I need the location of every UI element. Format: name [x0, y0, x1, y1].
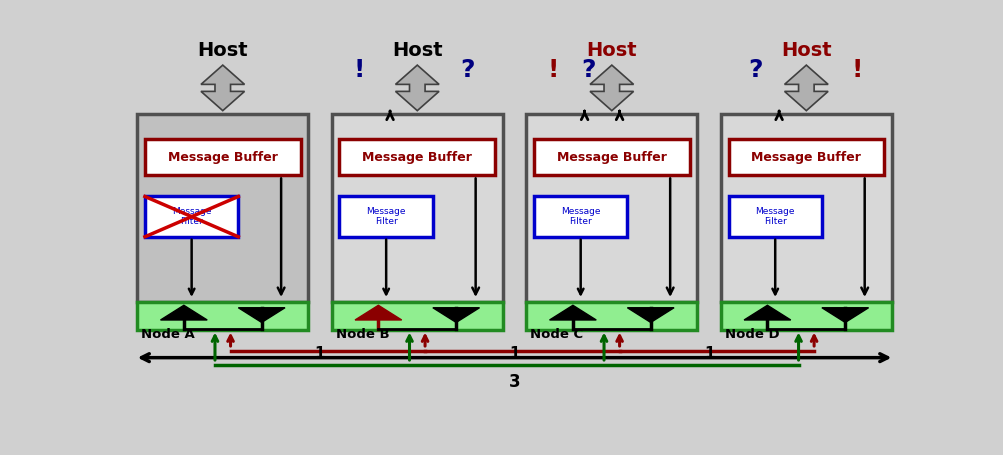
Bar	[720, 114, 891, 302]
Bar	[534, 139, 689, 176]
Text: 1: 1	[315, 346, 325, 361]
Text: Message
Filter: Message Filter	[561, 207, 600, 226]
Text: Message
Filter: Message Filter	[366, 207, 405, 226]
Polygon shape	[395, 65, 438, 111]
Text: Host: Host	[391, 41, 442, 60]
Text: Message Buffer: Message Buffer	[362, 151, 471, 164]
Text: ?: ?	[460, 58, 474, 82]
Text: !: !	[851, 58, 862, 82]
Text: Host: Host	[586, 41, 637, 60]
Text: Node A: Node A	[140, 329, 195, 341]
Bar	[526, 302, 697, 329]
Polygon shape	[432, 308, 479, 323]
Text: Message
Filter: Message Filter	[754, 207, 794, 226]
Polygon shape	[549, 305, 596, 320]
Text: Message
Filter: Message Filter	[172, 207, 212, 226]
Bar	[331, 114, 503, 302]
Bar	[534, 197, 627, 237]
Bar	[728, 139, 884, 176]
Polygon shape	[160, 305, 207, 320]
Polygon shape	[821, 308, 868, 323]
Polygon shape	[355, 305, 401, 320]
Text: Node B: Node B	[335, 329, 389, 341]
Text: !: !	[353, 58, 364, 82]
Text: 1: 1	[703, 346, 713, 361]
Polygon shape	[238, 308, 285, 323]
Bar	[144, 139, 300, 176]
Bar	[728, 197, 821, 237]
Bar	[526, 114, 697, 302]
Text: 1: 1	[509, 346, 520, 361]
Text: Message Buffer: Message Buffer	[168, 151, 278, 164]
Polygon shape	[201, 65, 245, 111]
Polygon shape	[627, 308, 673, 323]
Text: Node C: Node C	[530, 329, 583, 341]
Text: ?: ?	[748, 58, 762, 82]
Text: ?: ?	[581, 58, 595, 82]
Text: !: !	[548, 58, 559, 82]
Bar	[137, 302, 308, 329]
Bar	[137, 114, 308, 302]
Text: Message Buffer: Message Buffer	[750, 151, 861, 164]
Text: 3: 3	[509, 373, 520, 391]
Bar	[339, 197, 432, 237]
Polygon shape	[590, 65, 633, 111]
Polygon shape	[783, 65, 827, 111]
Text: Message Buffer: Message Buffer	[557, 151, 666, 164]
Text: Host: Host	[780, 41, 830, 60]
Bar	[720, 302, 891, 329]
Bar	[339, 139, 494, 176]
Polygon shape	[743, 305, 790, 320]
Text: Node D: Node D	[724, 329, 778, 341]
Text: Host: Host	[198, 41, 248, 60]
Bar	[144, 197, 238, 237]
Bar	[331, 302, 503, 329]
